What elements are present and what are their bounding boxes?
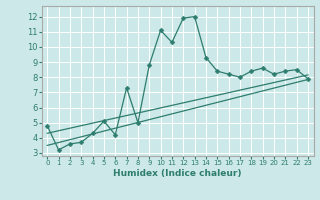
X-axis label: Humidex (Indice chaleur): Humidex (Indice chaleur) bbox=[113, 169, 242, 178]
